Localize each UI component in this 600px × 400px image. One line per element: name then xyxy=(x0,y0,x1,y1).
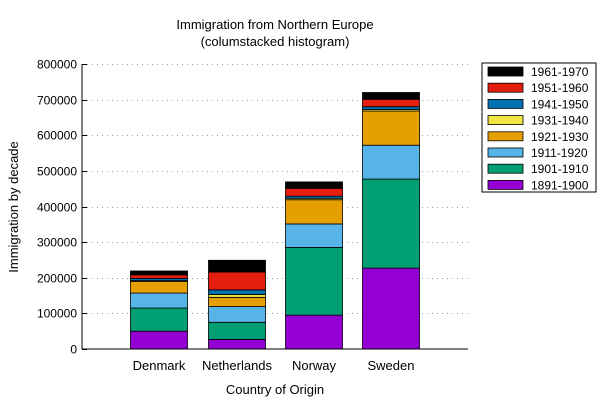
bar-segment xyxy=(130,330,188,350)
legend-label: 1901-1910 xyxy=(531,162,589,176)
bar-segment xyxy=(130,292,188,309)
y-tick-label: 100000 xyxy=(37,307,77,321)
bar-segment xyxy=(285,187,343,197)
bar-segment xyxy=(362,92,420,100)
x-axis-label: Country of Origin xyxy=(226,382,324,397)
bar-segment xyxy=(362,110,420,146)
legend-swatch xyxy=(487,66,524,77)
bar-segment xyxy=(362,144,420,180)
legend-label: 1921-1930 xyxy=(531,130,589,144)
chart-subtitle: (columstacked histogram) xyxy=(201,34,350,49)
y-tick-label: 700000 xyxy=(37,94,77,108)
legend-swatch xyxy=(487,147,524,158)
bar-segment xyxy=(130,307,188,332)
bar-segment xyxy=(208,294,266,298)
y-tick-label: 300000 xyxy=(37,236,77,250)
legend-label: 1951-1960 xyxy=(531,81,589,95)
legend-label: 1931-1940 xyxy=(531,114,589,128)
bar-segment xyxy=(208,321,266,340)
legend-label: 1891-1900 xyxy=(531,178,589,192)
y-tick-label: 400000 xyxy=(37,201,77,215)
bar-segment xyxy=(285,314,343,350)
bar-segment xyxy=(208,296,266,308)
bar-segment xyxy=(362,106,420,110)
bar-segment xyxy=(285,199,343,225)
legend-swatch xyxy=(487,131,524,142)
bars xyxy=(130,92,420,350)
bar-segment xyxy=(130,274,188,279)
bar-segment xyxy=(362,267,420,350)
legend-label: 1941-1950 xyxy=(531,97,589,111)
bar-segment xyxy=(285,181,343,189)
legend: 1961-1970 1951-1960 1941-1950 1931-1940 1921… xyxy=(481,62,597,193)
bar-segment xyxy=(208,306,266,323)
legend-swatch xyxy=(487,115,524,125)
legend-swatch xyxy=(487,179,524,190)
y-tick-label: 800000 xyxy=(37,58,77,72)
bar-segment xyxy=(208,259,266,273)
y-tick-label: 600000 xyxy=(37,129,77,143)
bar-segment xyxy=(130,280,188,294)
bar-segment xyxy=(130,270,188,276)
legend-swatch xyxy=(487,82,524,93)
bar-segment xyxy=(362,98,420,108)
chart-title: Immigration from Northern Europe xyxy=(176,17,373,32)
y-tick-label: 0 xyxy=(70,343,77,357)
bar-segment xyxy=(208,289,266,295)
legend-swatch xyxy=(487,99,524,109)
y-tick-label: 500000 xyxy=(37,165,77,179)
bar-segment xyxy=(208,338,266,350)
x-tick-label: Denmark xyxy=(133,358,186,373)
legend-label: 1961-1970 xyxy=(531,65,589,79)
legend-swatch xyxy=(487,163,524,174)
x-tick-label: Norway xyxy=(292,358,337,373)
x-ticks: Denmark Netherlands Norway Sweden xyxy=(133,358,415,373)
bar-segment xyxy=(285,223,343,248)
y-ticks: 0 100000 200000 300000 400000 500000 600000 700… xyxy=(37,58,87,357)
bar-segment xyxy=(208,271,266,291)
bar-segment xyxy=(285,247,343,316)
legend-items: 1961-1970 1951-1960 1941-1950 1931-1940 1921… xyxy=(487,65,589,192)
x-tick-label: Netherlands xyxy=(202,358,273,373)
y-axis-label: Immigration by decade xyxy=(6,141,21,273)
y-tick-label: 200000 xyxy=(37,272,77,286)
bar-segment xyxy=(362,178,420,269)
x-tick-label: Sweden xyxy=(368,358,415,373)
legend-label: 1911-1920 xyxy=(531,146,588,160)
